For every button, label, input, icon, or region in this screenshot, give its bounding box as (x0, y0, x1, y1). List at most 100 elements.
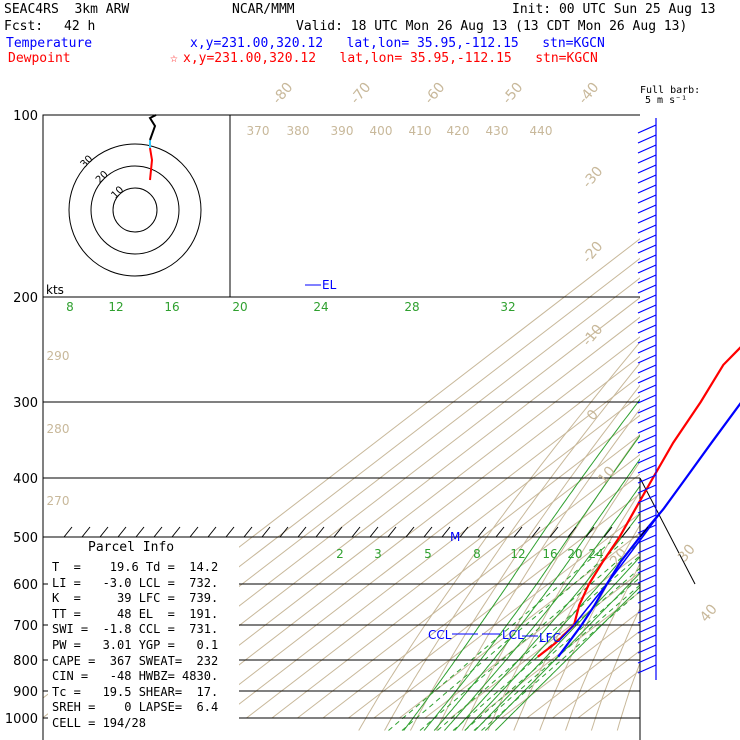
isotherm-line (373, 512, 640, 719)
pressure-tick-label: 900 (13, 685, 38, 700)
valid-time: Valid: 18 UTC Mon 26 Aug 13 (13 CDT Mon … (296, 19, 688, 34)
wind-barb (637, 604, 657, 614)
wind-barb (637, 634, 657, 644)
wind-barb (637, 364, 657, 374)
pressure-tick-label: 100 (13, 109, 38, 124)
pressure-tick-label: 800 (13, 654, 38, 669)
el-label: EL (322, 278, 337, 292)
dewpoint-star-icon: ☆ (170, 51, 178, 66)
mixing-ratio-line (419, 541, 640, 731)
hatch-mark (189, 526, 199, 538)
ccl-label: CCL (428, 628, 452, 642)
wind-barb (637, 434, 657, 444)
parcel-info-row: Tc = 19.5 SHEAR= 17. (52, 684, 219, 699)
hatch-mark (567, 526, 577, 538)
hatch-mark (153, 526, 163, 538)
theta-label: 390 (331, 124, 354, 138)
isotherm-line (118, 316, 640, 719)
isotherm-label: -40 (575, 80, 602, 108)
wind-barb (637, 274, 657, 284)
isotherm-line (501, 610, 640, 719)
profile-line (537, 346, 740, 658)
isotherm-line (297, 453, 640, 719)
theta-label: 400 (370, 124, 393, 138)
wind-barb (637, 404, 657, 414)
pressure-tick-label: 600 (13, 578, 38, 593)
wind-barb (637, 454, 657, 464)
dry-adiabat-line (487, 460, 640, 731)
isotherm-line (195, 375, 640, 719)
right-edge-upper (639, 477, 696, 585)
dry-adiabat-line (461, 433, 640, 731)
parcel-info-row: PW = 3.01 YGP = 0.1 (52, 638, 219, 652)
theta-e-label: 32 (500, 300, 515, 314)
isotherm-line (399, 532, 640, 719)
wind-barb (637, 444, 657, 454)
parcel-info-row: CELL = 194/28 (52, 716, 146, 730)
mixing-ratio-line (437, 554, 640, 731)
wind-barb (637, 564, 657, 574)
hodograph-trace-low (149, 147, 154, 181)
moist-adiabat-line (423, 434, 640, 731)
isotherm-label: -30 (579, 164, 606, 192)
moist-adiabat-line (495, 586, 640, 731)
isotherm-line (577, 669, 640, 719)
parcel-info-panel: Parcel Info T = 19.6 Td = 14.2 LI = -3.0 … (48, 540, 239, 732)
wind-barb (637, 354, 657, 364)
theta-label: 420 (447, 124, 470, 138)
theta-label: 440 (530, 124, 553, 138)
pressure-tick-label: 200 (13, 291, 38, 306)
hatch-mark (171, 526, 181, 538)
wind-barb (637, 304, 657, 314)
theta-e-label: 24 (313, 300, 328, 314)
wind-barb (637, 654, 657, 664)
isotherm-label: 0 (584, 407, 602, 424)
wind-barb (637, 314, 657, 324)
barb-legend-line1: Full barb: (640, 85, 701, 96)
hatch-mark (81, 526, 91, 538)
mixing-ratio-label: 12 (510, 547, 525, 561)
isotherm-label: -70 (347, 80, 374, 108)
theta-e-label: 20 (232, 300, 247, 314)
hatch-mark (315, 526, 325, 538)
hatch-mark (63, 526, 73, 538)
hatch-mark (117, 526, 127, 538)
isotherm-label: -80 (269, 80, 296, 108)
parcel-info-row: CAPE = 367 SWEAT= 232 (52, 653, 219, 668)
wind-barb (637, 614, 657, 624)
lfc-label: LFC (539, 631, 561, 645)
isotherm-line (526, 630, 640, 719)
dry-adiabat-line (721, 115, 740, 731)
wind-barb (637, 294, 657, 304)
theta-label: 410 (409, 124, 432, 138)
wind-barb (637, 474, 657, 484)
theta-label: 370 (247, 124, 270, 138)
forecast-hour: 42 h (64, 19, 96, 34)
wind-barb (637, 174, 657, 184)
wind-barb (637, 574, 657, 584)
parcel-info-row: LI = -3.0 LCL = 732. (52, 575, 219, 590)
parcel-info-row: SREH = 0 LAPSE= 6.4 (52, 700, 219, 715)
temperature-station-info: x,y=231.00,320.12 lat,lon= 35.95,-112.15… (190, 36, 605, 51)
theta-e-label: 16 (164, 300, 179, 314)
wind-barb (637, 414, 657, 424)
isotherm-label: -10 (579, 322, 606, 350)
theta-label: 430 (486, 124, 509, 138)
wind-barb (637, 594, 657, 604)
melting-level-label: M (450, 530, 460, 544)
wind-barb (637, 514, 657, 524)
wind-barb (637, 494, 657, 504)
isotherm-line (475, 591, 640, 719)
wind-barb (637, 544, 657, 554)
isotherm-line (144, 336, 640, 719)
parcel-info-row: T = 19.6 Td = 14.2 (52, 560, 219, 574)
isotherm-label: -60 (421, 80, 448, 108)
temperature-legend: Temperature (6, 36, 93, 51)
wind-barb (637, 254, 657, 264)
mixing-ratio-line (388, 541, 611, 731)
wind-barb (637, 214, 657, 224)
sounding-profiles: EL M CCL LCL LFC (305, 278, 740, 658)
wind-barbs (637, 118, 657, 680)
